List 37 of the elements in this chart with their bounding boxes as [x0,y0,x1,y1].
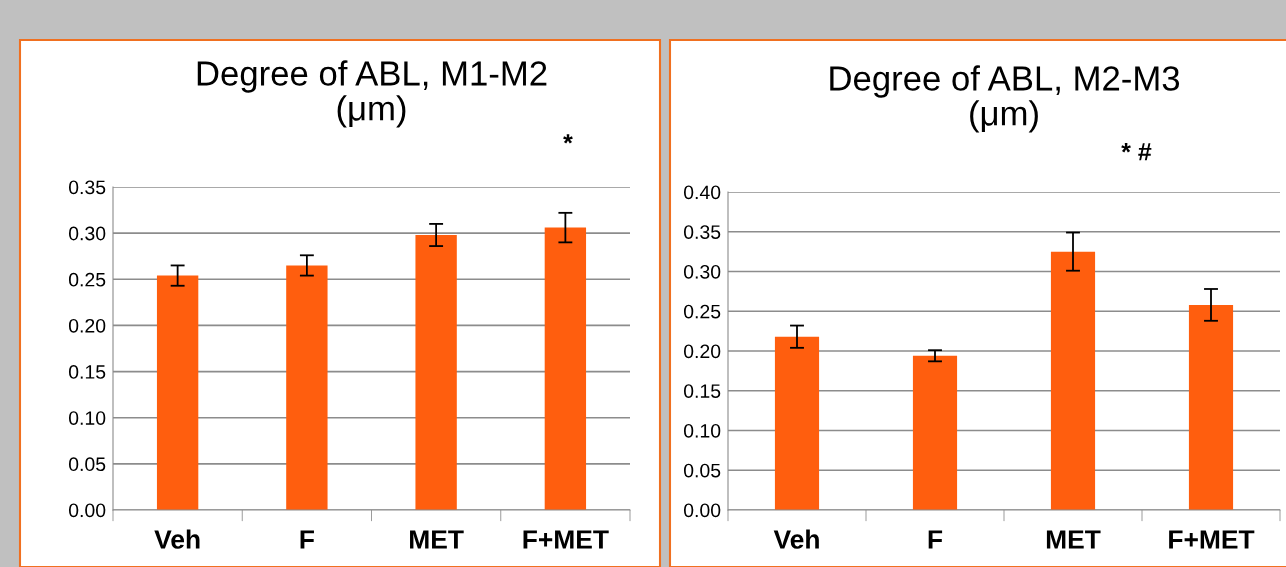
bar [912,355,958,510]
text: * # [1121,143,1152,161]
bar [1050,251,1096,510]
x-tick-label: MET [410,530,464,549]
y-tick-label: 0.10 [68,411,106,425]
x-tick-label: F+MET [523,530,609,549]
x-tick-label: Veh [773,529,819,549]
y-tick-label: 0.05 [683,463,721,478]
y-tick-label: 0.15 [68,365,106,379]
y-tick-label: 0.35 [68,180,106,195]
x-tick-label: F+MET [1169,530,1255,549]
chart-title: Degree of ABL, M2-M3 (μm) [830,65,1180,133]
x-tick-label: MET [1046,530,1101,549]
y-tick-label: 0.00 [683,503,721,518]
bar [774,336,820,510]
y-tick-label: 0.40 [683,185,721,200]
y-tick-label: 0.25 [683,304,721,319]
y-tick-label: 0.15 [683,384,721,398]
bar [286,265,328,510]
y-tick-label: 0.20 [68,318,106,333]
bar [156,275,199,510]
bar [544,227,587,510]
y-tick-label: 0.25 [68,272,106,287]
text: * [563,134,573,144]
y-tick-label: 0.00 [68,503,106,518]
chart-title: Degree of ABL, M1-M2 (μm) [197,60,547,128]
x-tick-label: F [300,530,314,549]
y-tick-label: 0.30 [68,226,106,241]
x-tick-label: F [928,530,943,549]
bar [415,234,457,510]
y-tick-label: 0.35 [683,225,721,239]
bar [1188,304,1234,510]
y-tick-label: 0.20 [683,344,721,359]
x-tick-label: Veh [154,529,200,549]
y-tick-label: 0.05 [68,457,106,472]
y-tick-label: 0.10 [683,423,721,438]
y-tick-label: 0.30 [683,264,721,279]
